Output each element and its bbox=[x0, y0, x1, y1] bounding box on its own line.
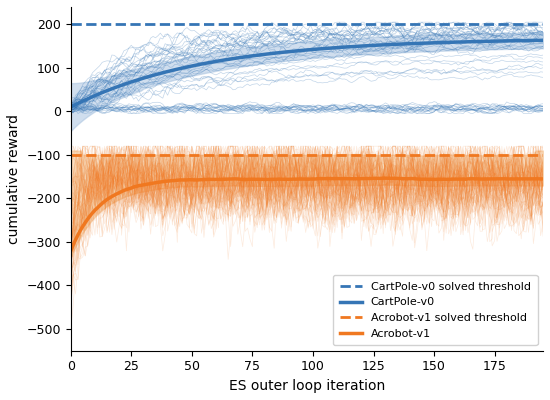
Y-axis label: cumulative reward: cumulative reward bbox=[7, 114, 21, 244]
Legend: CartPole-v0 solved threshold, CartPole-v0, Acrobot-v1 solved threshold, Acrobot-: CartPole-v0 solved threshold, CartPole-v… bbox=[333, 275, 537, 345]
X-axis label: ES outer loop iteration: ES outer loop iteration bbox=[229, 379, 385, 393]
